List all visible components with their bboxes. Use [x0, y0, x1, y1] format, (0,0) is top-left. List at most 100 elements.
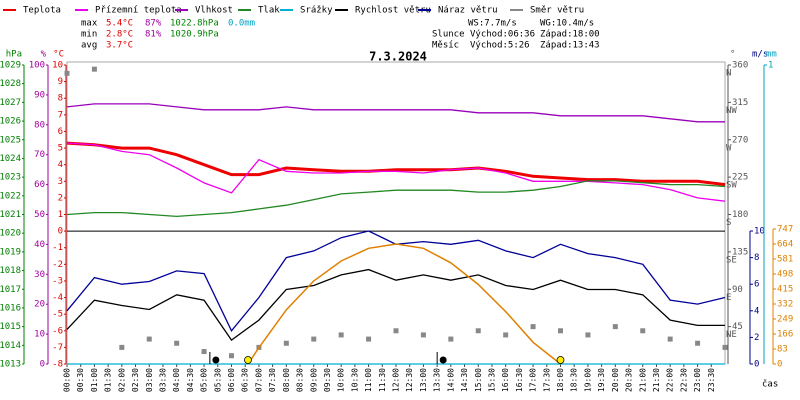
- wind-direction-point: [201, 349, 207, 355]
- legend-label: Rychlost větru: [355, 6, 431, 16]
- x-tick-label: 23:30: [707, 368, 716, 392]
- stat: 2.8°C: [106, 30, 133, 40]
- stat: Východ:06:36: [470, 30, 535, 40]
- y-tick-label: -4: [52, 293, 63, 303]
- x-tick-label: 12:00: [392, 368, 401, 392]
- y-tick-label: 747: [777, 225, 793, 235]
- y-tick-label: 180: [732, 210, 748, 220]
- y-tick-label: 1018: [0, 266, 21, 276]
- direction-label: W: [726, 143, 732, 153]
- y-tick-label: 6: [58, 127, 63, 137]
- x-tick-label: 04:00: [172, 368, 181, 392]
- series-line: [66, 268, 725, 342]
- wind-direction-point: [420, 332, 426, 338]
- wind-direction-point: [91, 66, 97, 72]
- series-line: [66, 103, 725, 123]
- y-tick-label: 1016: [0, 303, 21, 313]
- y-tick-label: 0: [777, 360, 782, 370]
- series-line: [66, 141, 726, 187]
- y-tick-label: 90: [34, 90, 45, 100]
- x-tick-label: 17:00: [529, 368, 538, 392]
- axis-unit: m/s: [752, 50, 768, 60]
- y-tick-label: 1025: [0, 135, 21, 145]
- y-tick-label: 0: [58, 227, 63, 237]
- wind-direction-point: [338, 332, 344, 338]
- x-tick-label: 01:00: [90, 368, 99, 392]
- y-tick-label: 498: [777, 270, 793, 280]
- wind-direction-point: [695, 340, 701, 346]
- wind-direction-point: [311, 336, 317, 342]
- x-tick-label: 11:00: [364, 368, 373, 392]
- y-tick-label: 332: [777, 300, 793, 310]
- y-tick-label: -6: [52, 326, 63, 336]
- y-tick-label: 1017: [0, 285, 21, 295]
- stat: min: [81, 30, 97, 40]
- x-tick-label: 22:00: [666, 368, 675, 392]
- x-tick-label: 22:30: [679, 368, 688, 392]
- stat: max: [81, 19, 98, 29]
- y-tick-label: 166: [777, 330, 793, 340]
- y-tick-label: 1020: [0, 229, 21, 239]
- legend-label: Směr větru: [530, 6, 584, 16]
- direction-label: S: [726, 218, 731, 228]
- wind-direction-point: [558, 328, 563, 334]
- x-tick-label: 14:30: [460, 368, 469, 392]
- y-tick-label: 70: [34, 150, 45, 160]
- y-tick-label: 1021: [0, 210, 21, 220]
- y-tick-label: 0: [754, 360, 759, 370]
- x-tick-label: 10:00: [337, 368, 346, 392]
- direction-label: N: [726, 69, 731, 79]
- wind-direction-point: [612, 324, 618, 330]
- y-tick-label: 1024: [0, 154, 21, 164]
- x-tick-label: 05:30: [213, 368, 222, 392]
- x-tick-label: 10:30: [350, 368, 359, 392]
- x-axis-label: čas: [762, 379, 778, 390]
- stat: Západ:13:43: [540, 41, 600, 51]
- stat: WG:10.4m/s: [540, 19, 594, 29]
- y-tick-label: 2: [754, 333, 759, 343]
- direction-label: NE: [726, 330, 737, 340]
- wind-direction-point: [119, 344, 125, 350]
- y-tick-label: 1028: [0, 79, 21, 89]
- x-tick-label: 03:00: [145, 368, 154, 392]
- stat: 87%: [145, 19, 162, 29]
- series-line: [66, 180, 726, 218]
- y-tick-label: 6: [754, 280, 759, 290]
- y-tick-label: 0: [40, 360, 45, 370]
- y-tick-label: 1019: [0, 247, 21, 257]
- stat: 0.0mm: [228, 19, 255, 29]
- stat: 81%: [145, 30, 162, 40]
- axis-unit: °: [730, 50, 735, 60]
- wind-direction-point: [448, 336, 454, 342]
- y-tick-label: 664: [777, 240, 793, 250]
- wind-direction-point: [366, 336, 372, 342]
- stat: 1022.8hPa: [170, 19, 219, 29]
- x-tick-label: 00:00: [63, 368, 72, 392]
- series-line: [66, 142, 726, 202]
- y-tick-label: 30: [34, 270, 45, 280]
- axis-unit: mm: [766, 50, 777, 60]
- legend-label: Srážky: [300, 6, 333, 16]
- x-tick-label: 14:00: [446, 368, 455, 392]
- y-tick-label: 3: [58, 177, 63, 187]
- x-tick-label: 17:30: [542, 368, 551, 392]
- x-tick-label: 08:00: [282, 368, 291, 392]
- y-tick-label: 45: [732, 322, 743, 332]
- x-tick-label: 16:00: [501, 368, 510, 392]
- y-tick-label: 1013: [0, 360, 21, 370]
- wind-direction-point: [283, 340, 289, 346]
- wind-direction-point: [530, 324, 536, 330]
- x-tick-label: 09:00: [309, 368, 318, 392]
- stat: 3.7°C: [106, 41, 133, 51]
- x-tick-label: 04:30: [186, 368, 195, 392]
- y-tick-label: 315: [732, 98, 748, 108]
- y-tick-label: -8: [52, 360, 63, 370]
- wind-direction-point: [146, 336, 152, 342]
- x-tick-label: 16:30: [515, 368, 524, 392]
- y-tick-label: 83: [777, 345, 788, 355]
- stat: Východ:5:26: [470, 41, 530, 51]
- x-tick-label: 00:30: [76, 368, 85, 392]
- direction-label: NW: [726, 106, 737, 116]
- y-tick-label: -7: [52, 343, 63, 353]
